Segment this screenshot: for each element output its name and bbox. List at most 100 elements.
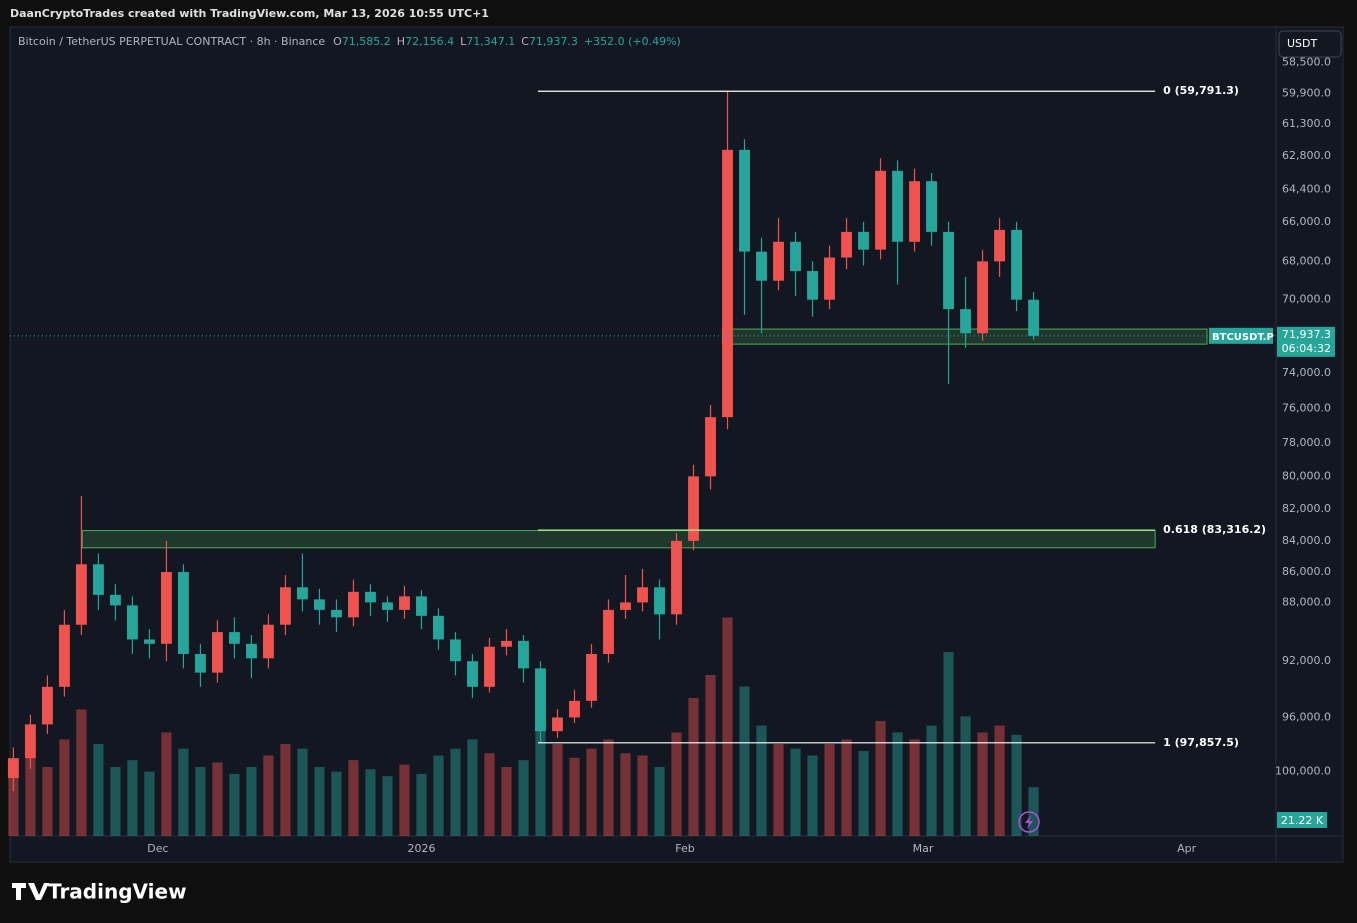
y-tick-label: 64,400.0	[1282, 182, 1331, 195]
volume-bar	[331, 771, 342, 836]
candle-body	[722, 149, 733, 418]
volume-bar	[977, 732, 988, 836]
candle-body	[943, 231, 954, 310]
volume-bar	[246, 767, 257, 836]
volume-bar	[382, 776, 393, 836]
overlay: 0 (59,791.3) 0.618 (83,316.2) 1 (97,857.5)	[10, 84, 1275, 749]
ohlc-value: 71,937.3	[529, 35, 578, 48]
volume-bar	[824, 744, 835, 836]
currency-button-label[interactable]: USDT	[1287, 37, 1318, 50]
x-tick-label: 2026	[407, 842, 435, 855]
volume-bar	[926, 725, 937, 836]
candle-body	[603, 609, 614, 654]
candle-body	[960, 309, 971, 334]
volume-bar	[790, 748, 801, 836]
volume-bar	[739, 686, 750, 836]
y-tick-label: 58,500.0	[1282, 55, 1331, 68]
candle-body	[824, 257, 835, 300]
volume-bar	[501, 767, 512, 836]
volume-bar	[93, 744, 104, 836]
volume-bar	[416, 773, 427, 836]
y-tick-label: 96,000.0	[1282, 710, 1331, 723]
y-tick-label: 88,000.0	[1282, 595, 1331, 608]
candle-body	[501, 640, 512, 647]
volume-bar	[365, 769, 376, 836]
candle-body	[314, 599, 325, 610]
brand-logo	[12, 883, 49, 900]
volume-bar	[42, 767, 53, 836]
y-tick-label: 68,000.0	[1282, 254, 1331, 267]
ohlc-key: H	[397, 35, 405, 48]
candle-body	[1028, 299, 1040, 336]
candle-body	[926, 181, 937, 232]
candle-body	[24, 724, 36, 759]
volume-bar	[8, 771, 19, 836]
x-tick-label: Feb	[675, 842, 694, 855]
candle-body	[92, 564, 104, 595]
last-price-tag	[1277, 326, 1335, 357]
candle-body	[892, 170, 903, 242]
symbol-tag-label: BTCUSDT.P	[1212, 332, 1274, 343]
candle-body	[228, 632, 240, 644]
y-tick-label: 80,000.0	[1282, 469, 1331, 482]
symbol-tag	[1209, 327, 1273, 344]
price-change: +352.0 (+0.49%)	[584, 35, 681, 48]
volume-bar	[858, 750, 869, 836]
volume-bar	[467, 739, 478, 836]
candle-body	[518, 640, 529, 669]
volume-bar	[518, 760, 529, 836]
volume-bar	[875, 721, 886, 836]
volume-bar	[569, 757, 580, 836]
candle-body	[416, 596, 427, 616]
candle-body	[467, 661, 478, 687]
x-tick-label: Apr	[1177, 842, 1197, 855]
ohlc-value: 72,156.4	[405, 35, 454, 48]
volume-bar	[348, 760, 359, 836]
volume-bar	[314, 767, 325, 836]
volume-bar	[1028, 787, 1039, 836]
volume-bar	[433, 755, 444, 836]
volume-bar	[195, 767, 206, 836]
volume-bar	[535, 709, 546, 836]
candle-body	[109, 594, 121, 606]
candle-body	[790, 241, 801, 272]
y-tick-label: 78,000.0	[1282, 436, 1331, 449]
fib-level-label: 0.618 (83,316.2)	[1163, 523, 1266, 536]
volume-bar	[144, 771, 155, 836]
ohlc-key: C	[521, 35, 529, 48]
volume-bar	[127, 760, 138, 836]
candle-body	[297, 587, 308, 600]
volume-bar	[994, 725, 1005, 836]
fib-level-label: 0 (59,791.3)	[1163, 84, 1239, 97]
volume-bar	[841, 739, 852, 836]
volume-bar	[229, 773, 240, 836]
attribution: DaanCryptoTrades created with TradingVie…	[10, 7, 489, 20]
volume-bar	[807, 755, 818, 836]
volume-bar	[297, 748, 308, 836]
alert-icon[interactable]	[1018, 811, 1040, 833]
candle-body	[126, 605, 138, 640]
volume-bar	[960, 716, 971, 836]
currency-button[interactable]	[1278, 30, 1342, 58]
y-tick-label: 100,000.0	[1275, 764, 1331, 777]
volume-bar	[943, 652, 954, 836]
candle-body	[620, 602, 631, 610]
brand-name: TradingView	[48, 880, 187, 904]
candle-body	[705, 417, 716, 477]
volume-bar	[110, 767, 121, 836]
volume-bar	[161, 732, 172, 836]
ohlc-key: O	[333, 35, 342, 48]
support-zone	[81, 530, 1156, 549]
volume-bar	[671, 732, 682, 836]
volume-bar	[25, 755, 36, 836]
y-tick-label: 70,000.0	[1282, 293, 1331, 306]
candle-body	[143, 639, 155, 644]
volume-bar	[637, 755, 648, 836]
candle-body	[382, 602, 393, 610]
candle-body	[637, 587, 648, 603]
volume-bar	[399, 764, 410, 836]
volume-bar	[263, 755, 274, 836]
y-tick-label: 86,000.0	[1282, 565, 1331, 578]
volume-bar	[654, 767, 665, 836]
volume-bar	[178, 748, 189, 836]
